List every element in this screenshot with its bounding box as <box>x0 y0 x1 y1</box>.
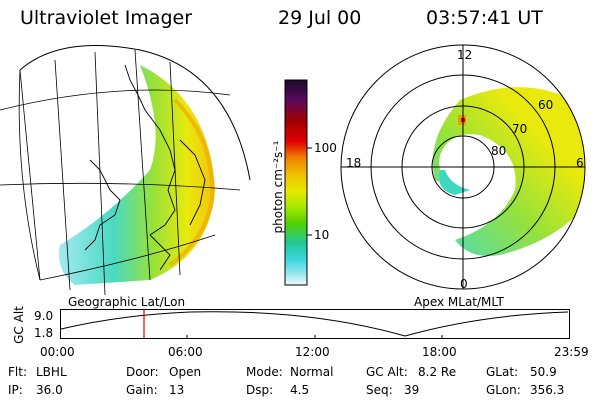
status-door-value: Open <box>169 365 202 379</box>
status-gcalt-key: GC Alt: <box>366 365 408 379</box>
alt-xtick-1200: 12:00 <box>295 345 330 359</box>
status-seq-key: Seq: <box>366 383 393 397</box>
polar-plot <box>340 44 586 290</box>
mlt-label-6: 6 <box>576 156 584 170</box>
instrument-title: Ultraviolet Imager <box>20 7 193 29</box>
status-gain-value: 13 <box>169 383 185 397</box>
alt-ytick-high: 9.0 <box>34 309 54 323</box>
status-mode-value: Normal <box>290 365 334 379</box>
status-glon-value: 356.3 <box>530 383 565 397</box>
status-dsp-key: Dsp: <box>246 383 274 397</box>
mlt-label-0: 0 <box>460 277 468 291</box>
status-ip-value: 36.0 <box>36 383 63 397</box>
right-panel-label: Apex MLat/MLT <box>414 295 504 309</box>
date-label: 29 Jul 00 <box>278 7 362 29</box>
colorbar-tick-10: 10 <box>314 228 330 242</box>
lat-label-80: 80 <box>491 144 507 158</box>
status-gain-key: Gain: <box>126 383 158 397</box>
mlt-label-12: 12 <box>457 48 473 62</box>
geographic-image <box>0 45 251 296</box>
status-door-key: Door: <box>126 365 159 379</box>
status-glat-key: GLat: <box>486 365 519 379</box>
left-panel-label: Geographic Lat/Lon <box>68 295 186 309</box>
alt-xtick-2359: 23:59 <box>554 345 589 359</box>
alt-xtick-0000: 00:00 <box>40 345 75 359</box>
status-mode-key: Mode: <box>246 365 283 379</box>
altitude-plot <box>60 309 570 339</box>
time-label: 03:57:41 UT <box>426 7 543 29</box>
status-gcalt-value: 8.2 Re <box>418 365 457 379</box>
status-flt-value: LBHL <box>36 365 67 379</box>
status-seq-value: 39 <box>404 383 420 397</box>
alt-xtick-0600: 06:00 <box>168 345 203 359</box>
colorbar-unit-label: photon cm⁻²s⁻¹ <box>271 140 285 234</box>
lat-label-60: 60 <box>538 98 554 112</box>
colorbar <box>284 79 312 286</box>
status-glon-key: GLon: <box>486 383 521 397</box>
alt-xtick-1800: 18:00 <box>422 345 457 359</box>
status-glat-value: 50.9 <box>530 365 557 379</box>
status-flt-key: Flt: <box>8 365 27 379</box>
lat-label-70: 70 <box>512 122 528 136</box>
status-dsp-value: 4.5 <box>290 383 310 397</box>
alt-plot-ylabel: GC Alt <box>12 306 26 344</box>
colorbar-tick-100: 100 <box>314 141 337 155</box>
mlt-label-18: 18 <box>346 156 362 170</box>
status-ip-key: IP: <box>8 383 23 397</box>
alt-ytick-low: 1.8 <box>34 326 54 340</box>
